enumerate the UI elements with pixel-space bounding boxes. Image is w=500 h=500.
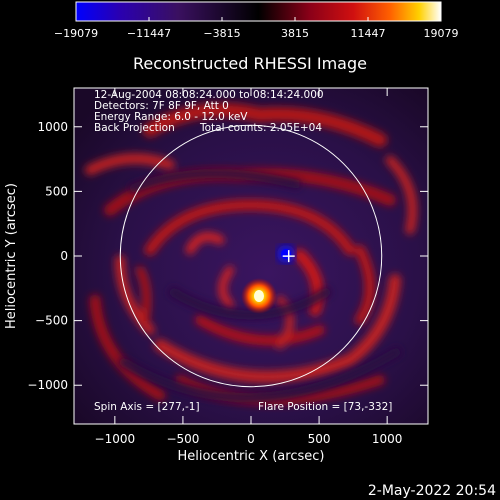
timestamp: 2-May-2022 20:54 [368,483,496,499]
detectors-text: Detectors: 7F 8F 9F, Att 0 [94,100,229,112]
time-range: 12-Aug-2004 08:08:24.000 to 08:14:24.000 [94,89,324,101]
energy-range-text: Energy Range: 6.0 - 12.0 keV [94,111,248,123]
spin-axis-text: Spin Axis = [277,-1] [94,401,200,413]
y-tick-label: 0 [60,249,68,263]
solar-limb-circle [119,124,383,388]
y-tick-label: −500 [35,314,68,328]
y-axis-label: Heliocentric Y (arcsec) [4,183,19,329]
colorbar-ticks: −19079 −11447 −3815 3815 11447 19079 [54,17,459,40]
y-tick-label: 500 [45,184,68,198]
x-axis-ticks: −1000 −500 0 500 1000 [95,88,403,446]
colorbar-tick-label: −3815 [203,27,240,40]
colorbar-tick-label: −19079 [54,27,98,40]
y-tick-label: 1000 [37,120,68,134]
x-tick-label: 500 [308,432,331,446]
method-text: Back Projection [94,122,175,134]
total-counts-text: Total counts: 2.05E+04 [199,122,322,134]
flare-position-text: Flare Position = [73,-332] [258,401,392,413]
colorbar-tick-label: −11447 [127,27,171,40]
colorbar-tick-label: 19079 [424,27,459,40]
colorbar: −19079 −11447 −3815 3815 11447 19079 [54,1,459,40]
x-tick-label: −500 [166,432,199,446]
colorbar-tick-label: 11447 [351,27,386,40]
reconstructed-image [74,88,428,424]
x-tick-label: 1000 [372,432,403,446]
colorbar-gradient [75,1,442,22]
x-tick-label: −1000 [95,432,136,446]
info-block: 12-Aug-2004 08:08:24.000 to 08:14:24.000… [94,89,324,134]
y-tick-label: −1000 [27,378,68,392]
plot-title: Reconstructed RHESSI Image [133,54,367,73]
spin-axis-marker [282,250,295,263]
x-tick-label: 0 [247,432,255,446]
x-axis-label: Heliocentric X (arcsec) [178,449,325,464]
y-axis-ticks: 1000 500 0 −500 −1000 [27,120,428,392]
colorbar-tick-label: 3815 [281,27,309,40]
